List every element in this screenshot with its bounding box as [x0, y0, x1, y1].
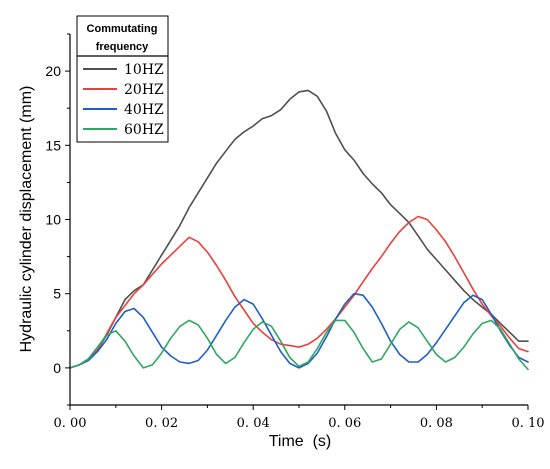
- legend-label-40hz: 40HZ: [124, 102, 164, 118]
- x-tick-label: 0. 10: [511, 416, 544, 431]
- legend: Commutating frequency 10HZ 20HZ 40HZ 60HZ: [76, 15, 169, 143]
- y-ticks: 0 5 10 15 20: [45, 33, 70, 406]
- x-tick-label: 0. 02: [145, 416, 178, 431]
- y-tick-label: 20: [45, 63, 61, 79]
- x-tick-label: 0. 06: [328, 416, 361, 431]
- y-tick-label: 10: [45, 212, 61, 228]
- legend-label-60hz: 60HZ: [124, 122, 164, 138]
- series-line-20hz: [69, 215, 529, 369]
- legend-title-line2: frequency: [96, 41, 149, 53]
- y-axis-title: Hydraulic cylinder displacement (mm): [18, 86, 35, 353]
- x-tick-label: 0. 08: [420, 416, 453, 431]
- y-tick-label: 15: [45, 137, 61, 153]
- plot-lines: [69, 89, 529, 371]
- legend-label-10hz: 10HZ: [124, 62, 164, 78]
- legend-items: 10HZ 20HZ 40HZ 60HZ: [83, 62, 164, 138]
- x-tick-label: 0. 04: [237, 416, 270, 431]
- x-ticks: 0. 00 0. 02 0. 04 0. 06 0. 08 0. 10: [53, 405, 545, 431]
- legend-box: [76, 15, 169, 143]
- y-tick-label: 5: [53, 286, 61, 302]
- series-line-60hz: [69, 319, 529, 371]
- legend-label-20hz: 20HZ: [124, 82, 164, 98]
- series-line-10hz: [69, 89, 529, 369]
- y-tick-label: 0: [53, 360, 61, 376]
- series-line-40hz: [69, 292, 529, 369]
- x-axis-title: Time (s): [269, 433, 332, 450]
- legend-title-line1: Commutating: [87, 23, 158, 35]
- x-tick-label: 0. 00: [53, 416, 86, 431]
